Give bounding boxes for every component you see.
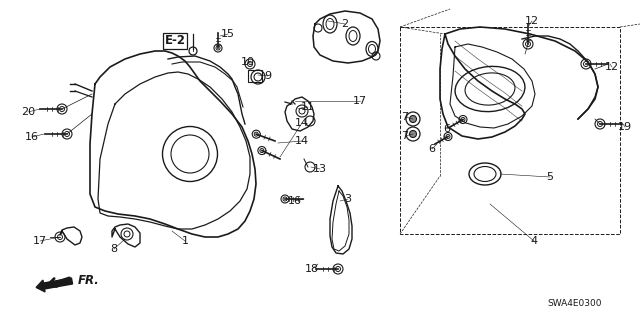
Text: 7: 7 [401,131,408,141]
Text: 4: 4 [531,236,538,246]
Text: 8: 8 [111,244,118,254]
Text: 13: 13 [313,164,327,174]
Text: 10: 10 [241,57,255,67]
Text: 7: 7 [401,112,408,122]
Text: 6: 6 [429,144,435,154]
Text: 14: 14 [295,136,309,146]
Text: 12: 12 [525,16,539,26]
Text: 11: 11 [301,102,315,112]
Text: 6: 6 [444,124,451,134]
Text: 5: 5 [547,172,554,182]
Text: 3: 3 [344,194,351,204]
Text: 9: 9 [264,71,271,81]
Text: 15: 15 [221,29,235,39]
Text: 16: 16 [288,196,302,206]
FancyArrow shape [36,278,72,292]
Text: 16: 16 [25,132,39,142]
Text: 12: 12 [605,62,619,72]
Text: 14: 14 [295,118,309,128]
Text: SWA4E0300: SWA4E0300 [548,300,602,308]
Text: E-2: E-2 [164,34,186,48]
Circle shape [410,115,417,122]
Text: 1: 1 [182,236,189,246]
Text: 2: 2 [341,19,349,29]
Text: 17: 17 [353,96,367,106]
Bar [248,70,262,82]
Circle shape [410,130,417,137]
Text: 17: 17 [33,236,47,246]
Text: 18: 18 [305,264,319,274]
Text: 19: 19 [618,122,632,132]
Text: 20: 20 [21,107,35,117]
Text: FR.: FR. [78,275,100,287]
